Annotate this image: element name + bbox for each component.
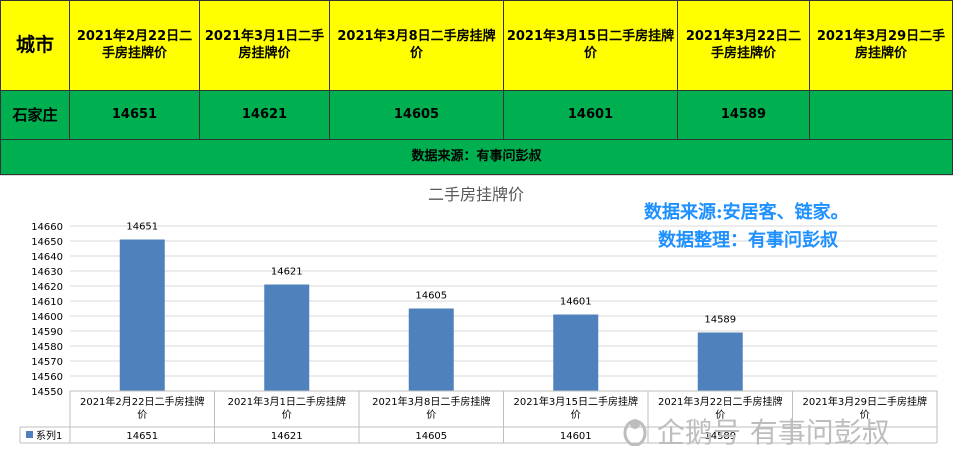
y-tick-label: 14550	[31, 387, 63, 398]
x-category-label: 2021年2月22日二手房挂牌	[80, 395, 205, 408]
row-value-3: 14605	[329, 90, 504, 140]
price-table: 城市 2021年2月22日二手房挂牌价 2021年3月1日二手房挂牌价 2021…	[0, 0, 953, 175]
header-date-1: 2021年2月22日二手房挂牌价	[69, 0, 200, 91]
x-category-label: 价	[426, 409, 436, 421]
y-tick-label: 14610	[31, 297, 63, 308]
y-axis-ticks: 14550 14560 14570 14580 14590 14600 14610 14620…	[31, 222, 63, 398]
x-category-label: 价	[571, 409, 581, 421]
x-category-label: 价	[715, 409, 725, 421]
header-date-2: 2021年3月1日二手房挂牌价	[199, 0, 330, 91]
header-date-4: 2021年3月15日二手房挂牌价	[503, 0, 678, 91]
data-table: 2021年2月22日二手房挂牌价146512021年3月1日二手房挂牌价1462…	[19, 390, 938, 444]
row-value-4: 14601	[503, 90, 678, 140]
x-category-label: 2021年3月1日二手房挂牌	[228, 395, 346, 408]
annotation-source: 数据来源:安居客、链家。	[644, 202, 849, 223]
legend-label: 系列1	[36, 429, 62, 442]
x-category-label: 价	[137, 409, 147, 421]
annotation-organizer: 数据整理：有事问彭叔	[658, 230, 838, 251]
y-tick-label: 14660	[31, 222, 63, 233]
row-value-1: 14651	[69, 90, 200, 140]
y-tick-label: 14640	[31, 252, 63, 263]
y-tick-label: 14620	[31, 282, 63, 293]
header-date-6: 2021年3月29日二手房挂牌价	[809, 0, 953, 91]
row-value-5: 14589	[677, 90, 810, 140]
header-date-3: 2021年3月8日二手房挂牌价	[329, 0, 504, 91]
bar	[264, 284, 310, 391]
table-value: 14601	[560, 431, 592, 442]
header-date-5: 2021年3月22日二手房挂牌价	[677, 0, 810, 91]
table-value: 14589	[704, 431, 736, 442]
data-label: 14651	[126, 222, 158, 233]
table-value: 14621	[271, 431, 303, 442]
data-label: 14621	[271, 267, 303, 278]
penguin-logo-icon	[622, 416, 648, 447]
y-tick-label: 14600	[31, 312, 63, 323]
bar	[697, 332, 743, 391]
table-value: 14605	[415, 431, 447, 442]
y-tick-label: 14560	[31, 372, 63, 383]
watermark: 企鹅号 有事问彭叔	[622, 411, 890, 451]
data-label: 14589	[704, 315, 736, 326]
x-category-label: 价	[860, 409, 870, 421]
x-category-label: 2021年3月29日二手房挂牌	[802, 395, 927, 408]
bar	[408, 308, 454, 391]
x-category-label: 2021年3月8日二手房挂牌	[372, 395, 490, 408]
bar	[119, 239, 165, 391]
y-tick-label: 14650	[31, 237, 63, 248]
data-label: 14605	[415, 291, 447, 302]
data-labels: 14651 14621 14605 14601 14589	[126, 222, 736, 326]
bars	[119, 239, 743, 391]
data-label: 14601	[560, 297, 592, 308]
table-value: 14651	[126, 431, 158, 442]
y-tick-label: 14580	[31, 342, 63, 353]
row-value-2: 14621	[199, 90, 330, 140]
y-tick-label: 14570	[31, 357, 63, 368]
y-tick-label: 14630	[31, 267, 63, 278]
bar	[553, 314, 599, 391]
bar-chart: 二手房挂牌价 14550 14560 14570 14580 14590 14600 146…	[19, 185, 938, 444]
x-category-label: 2021年3月22日二手房挂牌	[658, 395, 783, 408]
row-city: 石家庄	[0, 90, 70, 140]
x-category-label: 2021年3月15日二手房挂牌	[513, 395, 638, 408]
header-city: 城市	[0, 0, 70, 91]
x-category-label: 价	[282, 409, 292, 421]
y-tick-label: 14590	[31, 327, 63, 338]
source-line: 数据来源：有事问彭叔	[0, 139, 953, 175]
watermark-text: 企鹅号 有事问彭叔	[656, 416, 890, 449]
legend-key	[26, 431, 33, 438]
chart-title: 二手房挂牌价	[428, 185, 524, 204]
row-value-6	[809, 90, 953, 140]
chart-area: 二手房挂牌价 14550 14560 14570 14580 14590 14600 146…	[0, 175, 953, 461]
